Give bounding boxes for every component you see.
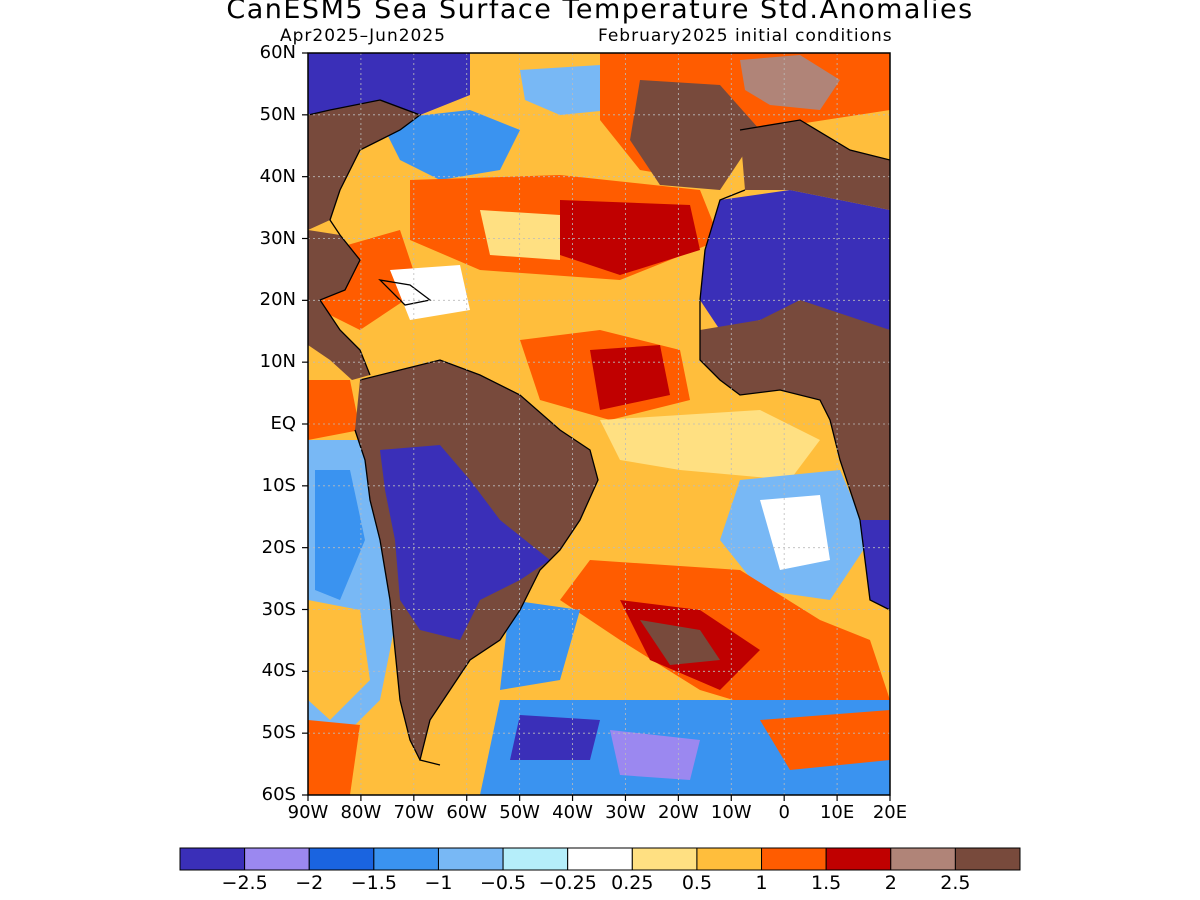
map-field xyxy=(308,53,890,795)
lat-label: 40N xyxy=(259,165,296,187)
lat-label: 50S xyxy=(261,722,296,744)
colorbar-label: 1 xyxy=(755,872,768,894)
map-title: CanESM5 Sea Surface Temperature Std.Anom… xyxy=(226,0,974,25)
colorbar-swatch xyxy=(631,847,698,871)
central-america xyxy=(308,300,370,380)
lon-label: 30W xyxy=(605,802,646,823)
initial-conditions: February2025 initial conditions xyxy=(598,26,893,46)
colorbar-label: 2.5 xyxy=(940,872,971,894)
colorbar-swatch xyxy=(502,847,569,871)
colorbar-swatch xyxy=(761,847,827,871)
southern-africa-cold xyxy=(860,520,890,610)
labrador-cold-anomaly xyxy=(308,53,470,115)
subpolar-strong-warm xyxy=(630,80,760,190)
lat-label: 50N xyxy=(259,103,296,125)
lat-label: 40S xyxy=(261,660,296,682)
lat-label: 20N xyxy=(259,289,296,311)
lon-label: 60W xyxy=(446,802,488,823)
colorbar-swatch xyxy=(437,847,504,871)
lon-label: 70W xyxy=(393,802,435,823)
colorbar-label: −1 xyxy=(424,872,453,894)
graticule xyxy=(308,53,890,795)
coastlines xyxy=(308,99,890,766)
lat-label: 30N xyxy=(259,227,296,249)
axis-ticks xyxy=(302,52,891,801)
lon-label: 80W xyxy=(340,802,382,823)
colorbar-label: −1.5 xyxy=(350,872,397,894)
colorbar-label: −0.25 xyxy=(538,872,597,894)
lat-label: 60S xyxy=(261,784,296,805)
south-america-cold-interior xyxy=(380,445,550,640)
lon-label: 50W xyxy=(499,802,540,823)
colorbar-label: −2 xyxy=(295,872,324,894)
colorbar-swatch xyxy=(696,847,763,871)
gulf-coast-land xyxy=(308,230,360,300)
colorbar-swatch xyxy=(244,847,310,871)
colorbar-swatch xyxy=(179,847,246,871)
colorbar xyxy=(179,847,1021,871)
lon-label: 10W xyxy=(710,802,752,823)
lat-label: 30S xyxy=(261,598,296,620)
lon-label: 20E xyxy=(872,802,908,823)
colorbar-label: 1.5 xyxy=(811,872,842,894)
colorbar-swatch xyxy=(373,847,439,871)
lat-label: 10N xyxy=(259,351,296,373)
north-atlantic-cool-patch xyxy=(520,65,610,115)
caribbean-neutral xyxy=(390,265,470,320)
forecast-period: Apr2025–Jun2025 xyxy=(280,26,446,46)
southern-ocean-cold-1 xyxy=(510,715,600,760)
britain-region xyxy=(740,55,840,110)
subtropical-strong-warm xyxy=(560,200,700,275)
lon-label: 0 xyxy=(778,802,790,823)
colorbar-swatch xyxy=(890,847,956,871)
lon-label: 20W xyxy=(658,802,699,823)
north-america-east xyxy=(308,100,420,230)
colorbar-label: −0.5 xyxy=(479,872,527,894)
tropical-strong-warm xyxy=(590,345,670,410)
colorbar-swatch xyxy=(825,847,892,871)
panama-bight-warm xyxy=(308,380,360,440)
lon-label: 90W xyxy=(287,802,329,823)
colorbar-label: 2 xyxy=(884,872,897,894)
peru-coast-cool xyxy=(315,470,365,600)
lat-label: 10S xyxy=(261,474,296,496)
europe-land xyxy=(740,120,890,210)
colorbar-label: 0.5 xyxy=(681,872,713,894)
colorbar-swatch xyxy=(954,847,1021,871)
africa-land xyxy=(700,300,890,520)
south-pacific-warm xyxy=(308,720,360,795)
lon-label: 10E xyxy=(819,802,855,823)
newfoundland-cool-anomaly xyxy=(380,110,520,180)
sahara-cold xyxy=(700,190,890,330)
south-atlantic-neutral xyxy=(760,495,830,570)
brazil-malvinas-cool xyxy=(500,600,580,690)
lat-label: 20S xyxy=(261,536,296,558)
colorbar-swatch xyxy=(567,847,633,871)
colorbar-label: −2.5 xyxy=(221,872,268,894)
colorbar-label: 0.25 xyxy=(611,872,654,894)
chile-offshore-warm xyxy=(308,600,370,720)
lat-label: 60N xyxy=(259,42,296,63)
colorbar-swatch xyxy=(308,847,375,871)
equatorial-mild xyxy=(600,410,820,480)
southern-ocean-warm xyxy=(760,710,890,770)
southern-ocean-cold-2 xyxy=(610,730,700,780)
south-atlantic-extreme-warm xyxy=(640,620,720,665)
lat-label: EQ xyxy=(270,413,296,434)
lon-label: 40W xyxy=(552,802,593,823)
